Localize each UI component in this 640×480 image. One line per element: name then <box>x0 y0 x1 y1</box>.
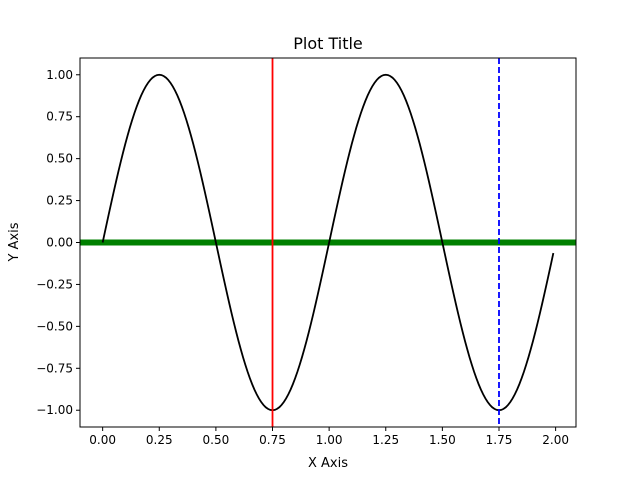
y-tick-label: −0.75 <box>36 361 73 375</box>
y-tick-label: −1.00 <box>36 403 73 417</box>
x-tick-label: 1.00 <box>316 433 343 447</box>
plot-area <box>80 58 576 427</box>
x-tick-label: 0.00 <box>89 433 116 447</box>
chart-title: Plot Title <box>293 34 363 53</box>
x-tick-label: 0.75 <box>259 433 286 447</box>
sine-series-line <box>101 73 555 412</box>
y-tick-label: 0.00 <box>46 236 73 250</box>
y-tick-label: −0.25 <box>36 277 73 291</box>
y-tick-label: 0.75 <box>46 110 73 124</box>
x-tick-label: 1.50 <box>429 433 456 447</box>
y-axis-label: Y Axis <box>7 222 22 262</box>
x-tick-label: 0.25 <box>146 433 173 447</box>
x-tick-label: 0.50 <box>203 433 230 447</box>
x-axis-ticks: 0.00 0.25 0.50 0.75 1.00 1.25 1.50 1.75 2.00 <box>89 427 569 447</box>
y-tick-label: 1.00 <box>46 68 73 82</box>
y-tick-label: 0.50 <box>46 152 73 166</box>
x-tick-label: 1.25 <box>372 433 399 447</box>
y-axis-ticks: −1.00 −0.75 −0.50 −0.25 0.00 0.25 0.50 0.75 1.00 <box>36 68 80 417</box>
x-tick-label: 2.00 <box>542 433 569 447</box>
y-tick-label: 0.25 <box>46 194 73 208</box>
x-axis-label: X Axis <box>308 456 348 471</box>
x-tick-label: 1.75 <box>486 433 513 447</box>
y-tick-label: −0.50 <box>36 319 73 333</box>
